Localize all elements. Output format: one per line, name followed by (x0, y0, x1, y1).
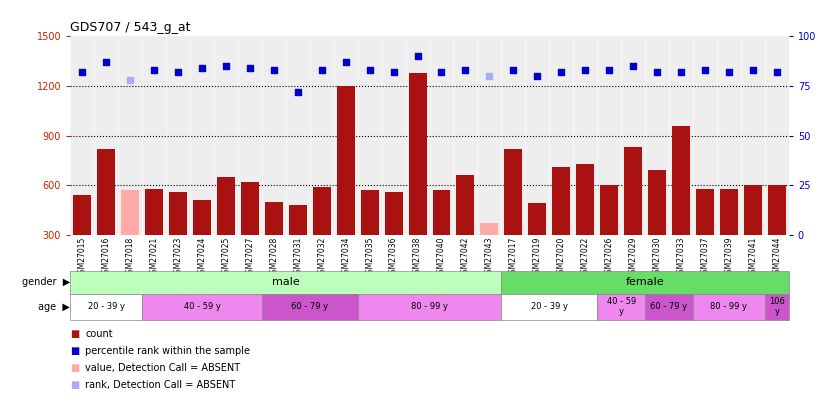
Text: 60 - 79 y: 60 - 79 y (292, 302, 328, 311)
Bar (70, 271, 501, 294)
Text: ■: ■ (70, 346, 79, 356)
Bar (501, 271, 789, 294)
Text: count: count (85, 329, 112, 339)
Bar (693, 294, 765, 320)
Bar (645, 294, 693, 320)
Text: 80 - 99 y: 80 - 99 y (411, 302, 448, 311)
Point (148, 67, 161, 73)
Point (434, 69, 448, 75)
Text: ■: ■ (70, 329, 79, 339)
Bar (765, 294, 789, 320)
Text: 60 - 79 y: 60 - 79 y (651, 302, 687, 311)
Point (722, 69, 735, 75)
Bar (289, 205, 306, 235)
Bar (145, 189, 163, 235)
Bar (385, 192, 402, 235)
Bar (696, 189, 714, 235)
Bar (433, 190, 450, 235)
Text: gender  ▶: gender ▶ (22, 277, 70, 288)
Point (578, 67, 591, 73)
Text: rank, Detection Call = ABSENT: rank, Detection Call = ABSENT (85, 380, 235, 390)
Text: 40 - 59 y: 40 - 59 y (183, 302, 221, 311)
Bar (648, 171, 666, 235)
Bar (529, 203, 546, 235)
Bar (262, 294, 358, 320)
Point (244, 65, 257, 71)
Text: percentile rank within the sample: percentile rank within the sample (85, 346, 250, 356)
Bar (624, 147, 642, 235)
Text: 106
y: 106 y (769, 297, 785, 316)
Point (220, 63, 233, 70)
Point (172, 69, 185, 75)
Bar (142, 294, 262, 320)
Bar (241, 182, 259, 235)
Point (507, 67, 520, 73)
Bar (169, 192, 187, 235)
Bar (265, 202, 282, 235)
Bar (358, 294, 501, 320)
Bar (501, 294, 597, 320)
Point (459, 67, 472, 73)
Bar (601, 185, 618, 235)
Point (292, 89, 305, 95)
Point (530, 73, 544, 79)
Bar (313, 187, 330, 235)
Bar (481, 223, 498, 235)
Point (268, 67, 281, 73)
Point (387, 69, 401, 75)
Bar (361, 190, 378, 235)
Text: age  ▶: age ▶ (38, 302, 70, 312)
Text: 20 - 39 y: 20 - 39 y (531, 302, 567, 311)
Text: 40 - 59
y: 40 - 59 y (606, 297, 636, 316)
Text: ■: ■ (70, 380, 79, 390)
Bar (337, 86, 354, 235)
Point (411, 53, 425, 60)
Point (76, 69, 89, 75)
Bar (553, 167, 570, 235)
Text: male: male (272, 277, 300, 288)
Text: female: female (626, 277, 664, 288)
Point (746, 67, 759, 73)
Text: GDS707 / 543_g_at: GDS707 / 543_g_at (70, 21, 191, 34)
Point (100, 59, 113, 66)
Point (555, 69, 568, 75)
Bar (577, 164, 594, 235)
Point (363, 67, 377, 73)
Bar (597, 294, 645, 320)
Point (651, 69, 664, 75)
Point (339, 59, 352, 66)
Point (770, 69, 783, 75)
Bar (744, 185, 762, 235)
Bar (97, 149, 115, 235)
Text: 80 - 99 y: 80 - 99 y (710, 302, 748, 311)
Text: 20 - 39 y: 20 - 39 y (88, 302, 125, 311)
Point (482, 73, 496, 79)
Point (124, 77, 137, 83)
Bar (409, 73, 426, 235)
Point (195, 65, 208, 71)
Bar (505, 149, 522, 235)
Bar (121, 190, 139, 235)
Text: value, Detection Call = ABSENT: value, Detection Call = ABSENT (85, 363, 240, 373)
Point (602, 67, 615, 73)
Point (626, 63, 639, 70)
Bar (672, 126, 690, 235)
Bar (193, 200, 211, 235)
Point (316, 67, 329, 73)
Bar (768, 185, 786, 235)
Bar (457, 175, 474, 235)
Bar (217, 177, 235, 235)
Point (699, 67, 712, 73)
Bar (74, 195, 91, 235)
Bar (70, 294, 142, 320)
Point (674, 69, 687, 75)
Text: ■: ■ (70, 363, 79, 373)
Bar (720, 189, 738, 235)
